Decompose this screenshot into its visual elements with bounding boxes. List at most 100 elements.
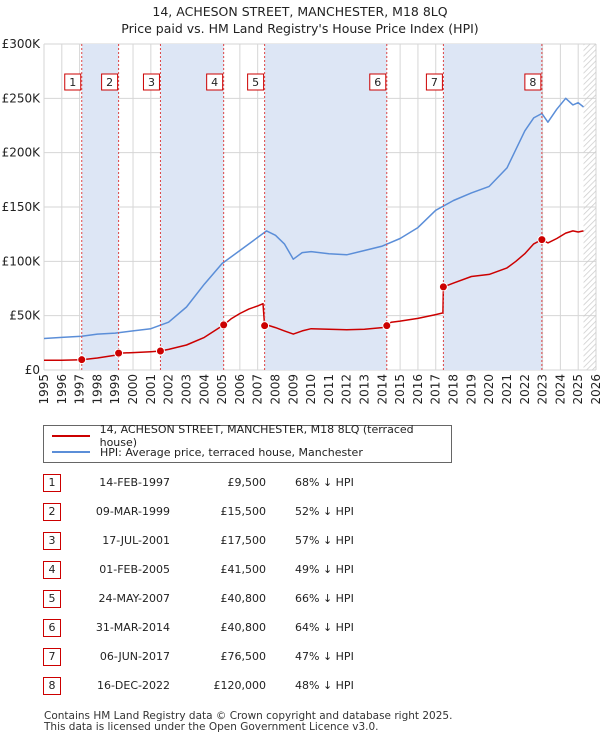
sale-marker-box bbox=[247, 73, 265, 91]
sale-date: 17-JUL-2001 bbox=[102, 534, 170, 547]
sale-marker-box bbox=[64, 73, 82, 91]
shaded-band bbox=[264, 44, 387, 370]
shaded-band bbox=[443, 44, 542, 370]
legend-label-hpi: HPI: Average price, terraced house, Manc… bbox=[100, 445, 363, 459]
x-tick-label: 2002 bbox=[162, 374, 176, 405]
sale-marker-label: 3 bbox=[148, 76, 155, 89]
sale-hpi-diff: 68% ↓ HPI bbox=[295, 476, 354, 489]
sale-point bbox=[537, 235, 547, 245]
sale-hpi-diff: 66% ↓ HPI bbox=[295, 592, 354, 605]
sale-marker-label: 8 bbox=[529, 76, 536, 89]
sale-point bbox=[219, 320, 229, 330]
x-tick-label: 1995 bbox=[37, 374, 51, 405]
sale-row: 5 24-MAY-2007 £40,800 66% ↓ HPI bbox=[43, 590, 443, 608]
sale-price: £15,500 bbox=[220, 505, 267, 518]
x-tick-label: 2000 bbox=[126, 374, 140, 405]
x-tick-label: 2004 bbox=[197, 374, 211, 405]
legend-label-property: 14, ACHESON STREET, MANCHESTER, M18 8LQ … bbox=[99, 423, 414, 449]
x-tick-label: 2018 bbox=[447, 374, 461, 405]
x-tick-label: 2012 bbox=[340, 374, 354, 405]
x-tick-label: 1999 bbox=[108, 374, 122, 405]
x-tick-label: 2019 bbox=[464, 374, 478, 405]
sale-row: 8 16-DEC-2022 £120,000 48% ↓ HPI bbox=[43, 677, 443, 695]
sale-price: £76,500 bbox=[220, 650, 267, 663]
chart-subtitle: Price paid vs. HM Land Registry's House … bbox=[121, 21, 479, 36]
y-tick-label: £200K bbox=[2, 146, 42, 160]
sale-date: 16-DEC-2022 bbox=[96, 679, 170, 692]
sale-date: 24-MAY-2007 bbox=[98, 592, 170, 605]
x-tick-label: 2020 bbox=[482, 374, 496, 405]
sale-marker-label: 6 bbox=[374, 76, 381, 89]
x-tick-label: 2009 bbox=[286, 374, 300, 405]
sale-number-badge: 4 bbox=[43, 561, 61, 579]
sale-row: 4 01-FEB-2005 £41,500 49% ↓ HPI bbox=[43, 561, 443, 579]
hpi-line bbox=[43, 97, 584, 340]
sale-row: 1 14-FEB-1997 £9,500 68% ↓ HPI bbox=[43, 474, 443, 492]
sale-number-badge: 2 bbox=[43, 503, 61, 521]
x-tick-label: 2008 bbox=[268, 374, 282, 405]
sale-marker-label: 1 bbox=[69, 76, 76, 89]
sale-number-badge: 8 bbox=[43, 677, 61, 695]
y-tick-label: £50K bbox=[9, 309, 41, 323]
x-tick-label: 2016 bbox=[411, 374, 425, 405]
sale-point bbox=[260, 321, 270, 331]
sale-marker-label: 2 bbox=[106, 76, 113, 89]
legend-swatch-hpi bbox=[52, 451, 90, 453]
sale-point bbox=[382, 321, 392, 331]
sale-price: £120,000 bbox=[213, 679, 267, 692]
sale-hpi-diff: 57% ↓ HPI bbox=[295, 534, 354, 547]
sale-point bbox=[114, 348, 124, 358]
x-tick-label: 2003 bbox=[179, 374, 193, 405]
sale-date: 06-JUN-2017 bbox=[99, 650, 170, 663]
footer: Contains HM Land Registry data © Crown c… bbox=[44, 711, 452, 733]
sale-price: £41,500 bbox=[220, 563, 267, 576]
legend-swatch-property bbox=[52, 435, 90, 437]
sale-marker-box bbox=[369, 73, 387, 91]
sale-marker-box bbox=[101, 73, 119, 91]
x-tick-label: 1997 bbox=[73, 374, 87, 405]
y-tick-label: £0 bbox=[25, 363, 40, 377]
x-tick-label: 2015 bbox=[393, 374, 407, 405]
shaded-band bbox=[81, 44, 119, 370]
sale-point bbox=[438, 282, 448, 292]
sale-hpi-diff: 64% ↓ HPI bbox=[295, 621, 354, 634]
sale-number-badge: 5 bbox=[43, 590, 61, 608]
sale-date: 01-FEB-2005 bbox=[99, 563, 170, 576]
legend-entry-property: 14, ACHESON STREET, MANCHESTER, M18 8LQ … bbox=[52, 423, 451, 449]
y-tick-label: £300K bbox=[2, 37, 42, 51]
sale-date: 14-FEB-1997 bbox=[99, 476, 170, 489]
x-tick-label: 2021 bbox=[500, 374, 514, 405]
footer-licence: This data is licensed under the Open Gov… bbox=[44, 721, 379, 733]
x-tick-label: 2026 bbox=[589, 374, 600, 405]
sale-row: 7 06-JUN-2017 £76,500 47% ↓ HPI bbox=[43, 648, 443, 666]
sale-marker-label: 7 bbox=[431, 76, 438, 89]
future-hatch-region bbox=[583, 44, 596, 370]
sale-hpi-diff: 49% ↓ HPI bbox=[295, 563, 354, 576]
x-tick-label: 2024 bbox=[553, 374, 567, 405]
x-tick-label: 1996 bbox=[55, 374, 69, 405]
legend: 14, ACHESON STREET, MANCHESTER, M18 8LQ … bbox=[43, 423, 452, 463]
x-tick-label: 2013 bbox=[358, 374, 372, 405]
x-tick-label: 2007 bbox=[251, 374, 265, 405]
y-tick-label: £150K bbox=[2, 200, 42, 214]
sale-price: £9,500 bbox=[227, 476, 267, 489]
x-tick-label: 2017 bbox=[429, 374, 443, 405]
sale-number-badge: 3 bbox=[43, 532, 61, 550]
sale-price: £40,800 bbox=[220, 592, 267, 605]
sale-hpi-diff: 47% ↓ HPI bbox=[295, 650, 354, 663]
legend-entry-hpi: HPI: Average price, terraced house, Manc… bbox=[52, 444, 363, 460]
sale-hpi-diff: 52% ↓ HPI bbox=[295, 505, 354, 518]
sale-number-badge: 7 bbox=[43, 648, 61, 666]
y-tick-label: £250K bbox=[2, 91, 42, 105]
sale-date: 09-MAR-1999 bbox=[95, 505, 170, 518]
sale-hpi-diff: 48% ↓ HPI bbox=[295, 679, 354, 692]
sale-point bbox=[77, 355, 87, 365]
sale-date: 31-MAR-2014 bbox=[95, 621, 170, 634]
sale-marker-box bbox=[206, 73, 224, 91]
sale-number-badge: 1 bbox=[43, 474, 61, 492]
sale-point bbox=[155, 346, 165, 356]
footer-copyright: Contains HM Land Registry data © Crown c… bbox=[44, 710, 453, 722]
sale-row: 6 31-MAR-2014 £40,800 64% ↓ HPI bbox=[43, 619, 443, 637]
sale-marker-box bbox=[425, 73, 443, 91]
shaded-band bbox=[160, 44, 224, 370]
